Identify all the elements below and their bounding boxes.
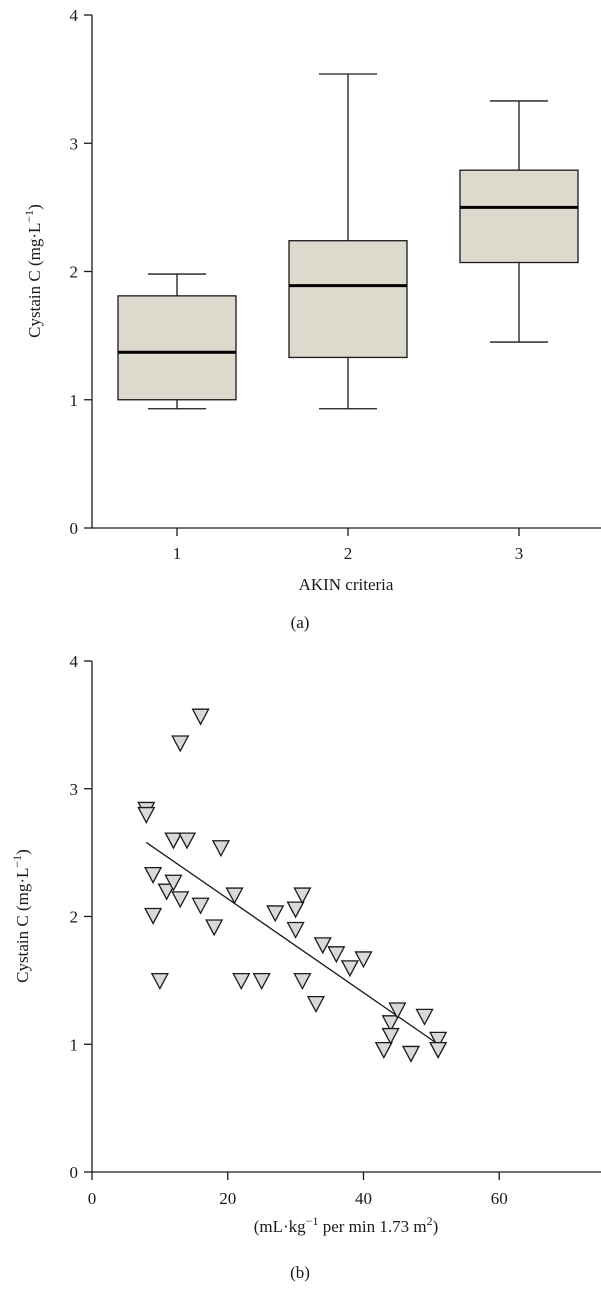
y-tick-label: 1: [70, 391, 79, 410]
y-tick-label: 0: [70, 1163, 79, 1182]
x-tick-label: 0: [88, 1189, 97, 1208]
y-tick-label: 4: [70, 6, 79, 25]
y-tick-label: 1: [70, 1035, 79, 1054]
data-point: [381, 1015, 400, 1033]
x-tick-label: 1: [173, 544, 182, 563]
data-point: [157, 883, 176, 901]
data-point: [293, 972, 312, 991]
data-point: [401, 1045, 421, 1063]
data-point: [381, 1027, 400, 1045]
x-tick-label: 20: [219, 1189, 236, 1208]
y-tick-label: 3: [70, 780, 79, 799]
panel-b-y-axis-title: Cystain C (mg·L−1): [10, 849, 32, 983]
panel-a-boxes: [117, 73, 579, 410]
panel-b-x-axis-title: (mL·kg−1 per min 1.73 m2): [254, 1214, 439, 1236]
box-iqr: [117, 295, 237, 401]
box-iqr: [288, 240, 408, 359]
data-point: [388, 1002, 407, 1020]
data-point: [137, 806, 156, 824]
data-point: [143, 866, 163, 884]
data-point: [191, 897, 210, 915]
data-point: [374, 1041, 393, 1059]
box-group: [459, 100, 579, 343]
y-tick-label: 4: [70, 652, 79, 671]
x-tick-label: 2: [344, 544, 353, 563]
data-point: [164, 874, 183, 892]
panel-a-y-ticks: 0 1 2 3 4: [70, 6, 92, 538]
panel-a-label: (a): [291, 613, 310, 632]
data-point: [429, 1031, 448, 1049]
data-point: [286, 921, 305, 939]
box-group: [117, 273, 237, 410]
panel-b-label: (b): [290, 1263, 310, 1282]
data-point: [293, 887, 312, 905]
data-point: [266, 905, 285, 923]
data-point: [306, 995, 326, 1014]
data-point: [232, 972, 251, 991]
data-point: [191, 708, 210, 726]
data-point: [252, 972, 271, 991]
data-point: [143, 907, 163, 925]
x-tick-label: 60: [491, 1189, 508, 1208]
x-tick-label: 40: [355, 1189, 372, 1208]
data-point: [171, 735, 190, 753]
data-point: [164, 832, 183, 850]
data-point: [327, 946, 346, 964]
data-point: [177, 832, 197, 850]
data-point: [286, 901, 305, 919]
y-tick-label: 2: [70, 908, 79, 927]
panel-a-y-axis-title: Cystain C (mg·L−1): [22, 204, 44, 338]
panel-a-x-axis-title: AKIN criteria: [299, 575, 394, 594]
data-point: [429, 1041, 448, 1059]
y-tick-label: 3: [70, 134, 79, 153]
data-point: [150, 972, 169, 991]
panel-a: 0 1 2 3 4 1 2 3 AKIN criteria Cystain C (mg·L−…: [22, 6, 601, 632]
data-point: [313, 937, 332, 955]
panel-b-points: [137, 708, 448, 1063]
data-point: [340, 960, 359, 978]
panel-a-x-ticks: 1 2 3: [173, 528, 524, 563]
box-iqr: [459, 169, 579, 264]
y-tick-label: 2: [70, 263, 79, 282]
data-point: [171, 891, 190, 909]
x-tick-label: 3: [515, 544, 524, 563]
data-point: [211, 840, 231, 858]
data-point: [225, 887, 244, 905]
panel-b-x-ticks: 0 20 40 60: [88, 1172, 508, 1208]
data-point: [205, 919, 224, 937]
data-point: [354, 951, 373, 969]
panel-b-y-ticks: 0 1 2 3 4: [70, 652, 92, 1182]
box-group: [288, 73, 408, 410]
panel-b-fit-line: [145, 841, 439, 1045]
data-point: [415, 1008, 434, 1026]
y-tick-label: 0: [70, 519, 79, 538]
